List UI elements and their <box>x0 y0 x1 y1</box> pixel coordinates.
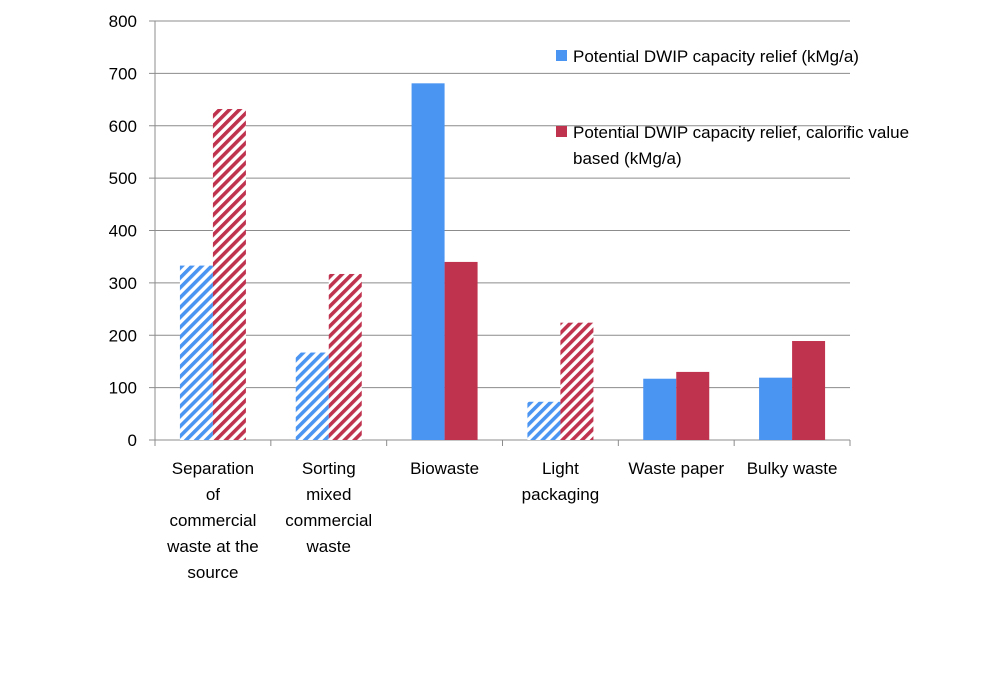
bar-series-1 <box>759 377 793 440</box>
y-tick-label: 0 <box>128 431 137 450</box>
y-tick-labels: 0 100 200 300 400 500 600 700 800 <box>109 12 137 450</box>
legend-label-series-2: Potential DWIP capacity relief, calorifi… <box>573 123 909 168</box>
bar-series-2 <box>212 108 246 441</box>
bar-series-1 <box>295 352 329 440</box>
y-tick-label: 400 <box>109 222 137 241</box>
y-tick-label: 600 <box>109 117 137 136</box>
x-category-label: Bulky waste <box>747 459 838 478</box>
x-category-label: Biowaste <box>410 459 479 478</box>
bar-series-2 <box>792 341 826 440</box>
legend-label-series-1: Potential DWIP capacity relief (kMg/a) <box>573 47 859 66</box>
legend: Potential DWIP capacity relief (kMg/a) Po… <box>556 47 909 168</box>
y-tick-label: 100 <box>109 379 137 398</box>
x-category-label: Separation of commercial waste at the source <box>166 459 259 582</box>
legend-swatch-series-2 <box>556 126 567 137</box>
x-category-labels: Separation of commercial waste at the source… <box>166 459 837 582</box>
y-tick-label: 300 <box>109 274 137 293</box>
y-tick-label: 800 <box>109 12 137 31</box>
y-tick-label: 700 <box>109 64 137 83</box>
bars <box>179 83 826 441</box>
axes <box>149 20 851 446</box>
bar-series-1 <box>643 378 677 440</box>
bar-series-1 <box>179 265 213 440</box>
bar-series-2 <box>444 261 478 440</box>
y-tick-label: 200 <box>109 326 137 345</box>
bar-series-1 <box>527 401 561 440</box>
bar-series-2 <box>676 371 710 440</box>
x-category-label: Sorting mixed commercial waste <box>285 459 372 556</box>
x-category-label: Waste paper <box>628 459 724 478</box>
bar-series-1 <box>411 83 445 441</box>
legend-swatch-series-1 <box>556 50 567 61</box>
y-tick-label: 500 <box>109 169 137 188</box>
x-category-label: Light packaging <box>522 459 600 504</box>
gridlines <box>155 20 850 389</box>
bar-series-2 <box>328 273 362 440</box>
bar-series-2 <box>560 322 594 440</box>
